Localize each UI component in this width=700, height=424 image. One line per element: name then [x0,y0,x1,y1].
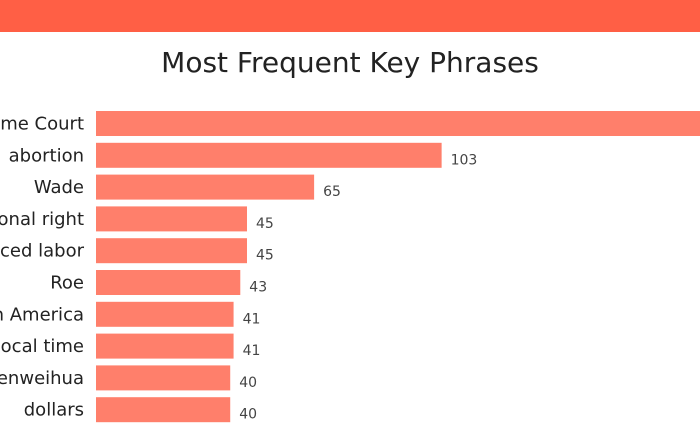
value-label: 40 [239,375,257,391]
value-label: 65 [323,184,341,200]
bar [96,333,234,359]
category-label: dollars [24,400,84,421]
bar [96,174,315,200]
chart-title: Most Frequent Key Phrases [161,46,539,79]
value-label: 103 [451,152,478,168]
value-label: 41 [243,343,261,359]
category-label: Wade [34,177,84,198]
category-label: Roe [50,273,84,294]
category-label: abortion [9,145,84,166]
header-bar [0,0,700,32]
category-label: enweihua [0,368,84,389]
bar [96,142,442,168]
bar [96,111,700,136]
category-label: onal right [0,209,84,230]
bar [96,270,241,295]
bar [96,365,231,391]
value-label: 43 [249,280,267,296]
bar [96,397,231,423]
bar [96,206,247,232]
bar [96,238,247,264]
category-label: ocal time [1,336,84,357]
category-label: n America [0,304,84,325]
value-label: 45 [256,216,274,232]
value-label: 41 [243,311,261,327]
value-label: 45 [256,248,274,264]
value-label: 40 [239,407,257,423]
category-label: me Court [0,114,84,135]
category-label: ced labor [0,241,85,262]
bar [96,301,234,327]
